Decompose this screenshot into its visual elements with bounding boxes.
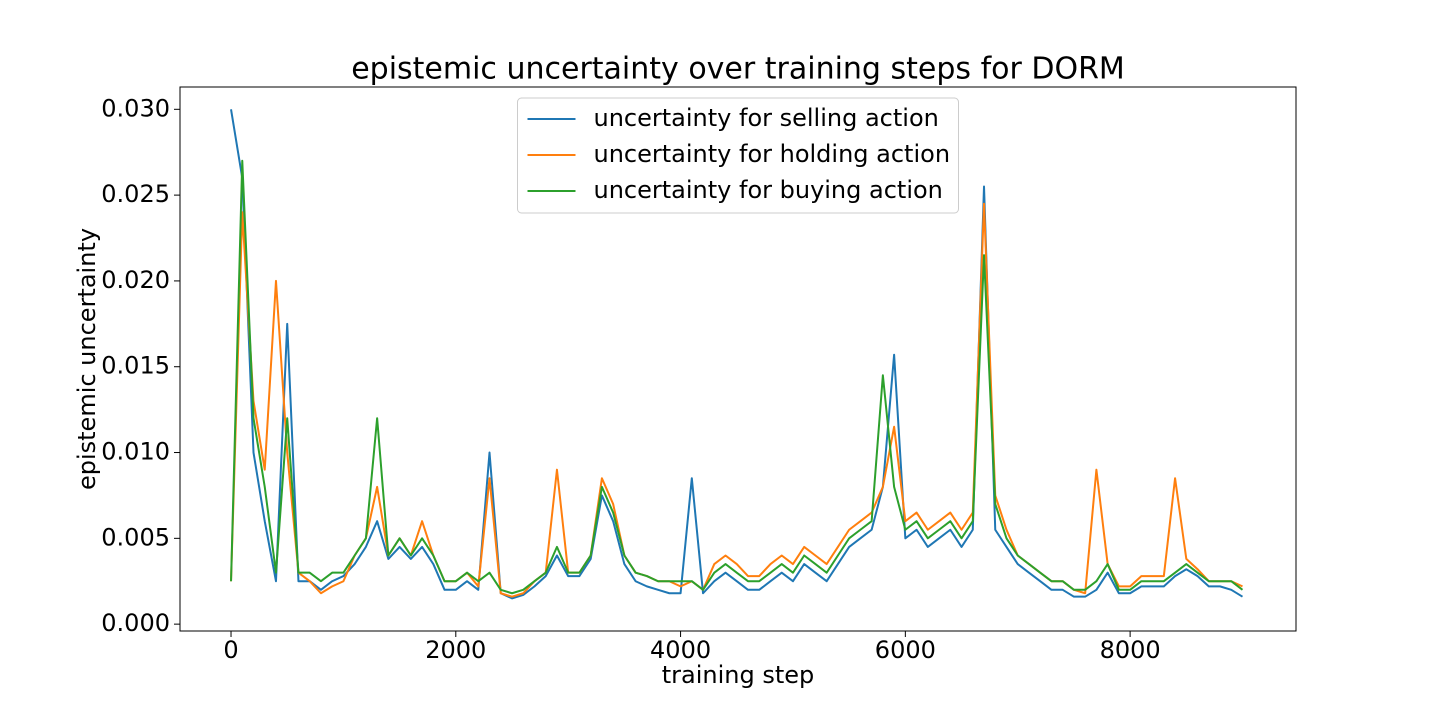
legend-label: uncertainty for holding action	[594, 140, 951, 168]
y-axis-label: epistemic uncertainty	[73, 228, 101, 490]
y-tick-label: 0.025	[101, 180, 170, 208]
x-tick-label: 2000	[425, 636, 486, 664]
x-tick-label: 4000	[650, 636, 711, 664]
y-tick-label: 0.030	[101, 94, 170, 122]
series-line	[230, 109, 1244, 600]
legend-label: uncertainty for selling action	[594, 104, 939, 132]
legend-label: uncertainty for buying action	[594, 176, 943, 204]
y-tick-label: 0.020	[101, 266, 170, 294]
legend-box	[517, 97, 959, 214]
plot-frame	[179, 86, 1297, 632]
y-tick-label: 0.000	[101, 609, 170, 637]
x-tick-label: 8000	[1100, 636, 1161, 664]
series-line	[230, 159, 1244, 595]
chart-title: epistemic uncertainty over training step…	[351, 52, 1125, 87]
y-tick-label: 0.010	[101, 438, 170, 466]
x-tick-label: 6000	[875, 636, 936, 664]
y-tick-label: 0.005	[101, 523, 170, 551]
x-axis-label: training step	[662, 661, 815, 689]
y-tick-label: 0.015	[101, 352, 170, 380]
x-tick-label: 0	[223, 636, 238, 664]
